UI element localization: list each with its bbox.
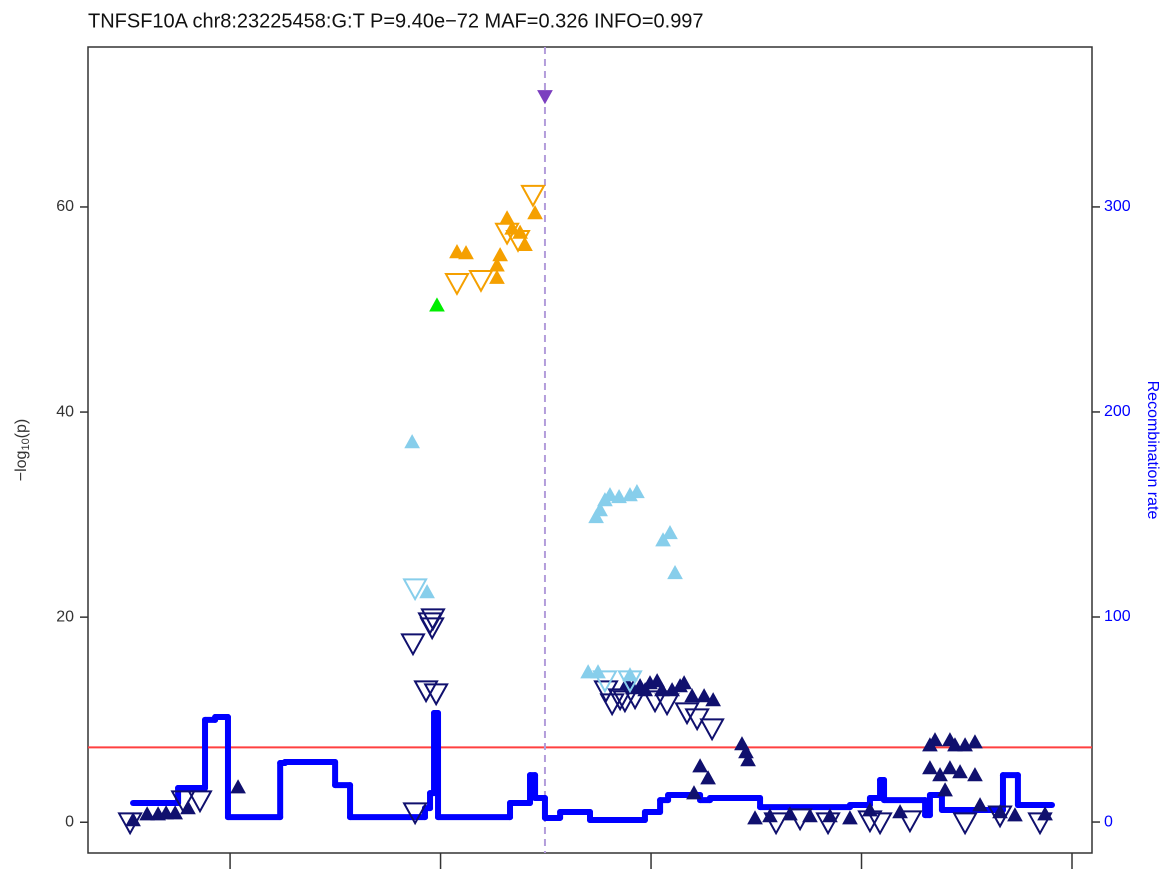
snp-point: [492, 247, 508, 262]
snp-point: [607, 688, 633, 712]
snp-point: [655, 532, 671, 547]
snp-point: [400, 633, 426, 657]
snp-point: [527, 205, 543, 220]
y-axis-title-sub: 10: [20, 438, 32, 450]
y-tick-label: 0: [65, 813, 74, 830]
snp-point: [592, 502, 608, 517]
snp-point: [684, 688, 700, 703]
snp-point: [170, 790, 196, 814]
snp-point: [927, 732, 943, 747]
y-axis-title-after: (p): [13, 419, 30, 439]
snp-point: [458, 245, 474, 260]
snp-point: [580, 664, 596, 679]
snp-point: [674, 702, 700, 726]
snp-point: [1007, 807, 1023, 822]
snp-point: [468, 269, 494, 293]
y-tick-label: 20: [56, 608, 74, 625]
snp-point: [696, 688, 712, 703]
snp-point: [537, 90, 553, 105]
snp-point: [932, 767, 948, 782]
y2-tick-label: 200: [1104, 403, 1131, 420]
snp-point: [420, 608, 446, 632]
snp-point: [617, 670, 643, 694]
snp-point: [952, 764, 968, 779]
snp-point: [692, 758, 708, 773]
snp-point: [987, 805, 1013, 829]
snp-point: [967, 734, 983, 749]
y2-axis-title: Recombination rate: [1144, 381, 1161, 520]
snp-point: [413, 680, 439, 704]
snp-point: [922, 760, 938, 775]
snp-point: [167, 805, 183, 820]
snp-point: [815, 812, 841, 836]
snp-point: [423, 683, 449, 707]
snp-point: [947, 737, 963, 752]
snp-point: [700, 770, 716, 785]
snp-point: [1027, 812, 1053, 836]
y2-tick-label: 300: [1104, 198, 1131, 215]
plot-frame: [87, 46, 1093, 854]
y-tick-label: 40: [56, 403, 74, 420]
snp-point: [867, 812, 893, 836]
snp-point: [705, 692, 721, 707]
snp-point: [740, 752, 756, 767]
snp-point: [842, 810, 858, 825]
y-tick-label: 60: [56, 198, 74, 215]
snp-point: [520, 184, 546, 208]
snp-point: [662, 525, 678, 540]
snp-point: [992, 804, 1008, 819]
snp-point: [942, 760, 958, 775]
snp-point: [139, 806, 155, 821]
snp-point: [444, 273, 470, 296]
snp-point: [429, 297, 445, 312]
snp-point: [967, 767, 983, 782]
snp-point: [787, 808, 813, 832]
snp-point: [629, 484, 645, 499]
y2-tick-label: 100: [1104, 608, 1131, 625]
snp-point: [611, 489, 627, 504]
snp-point: [622, 667, 638, 682]
snp-point: [622, 687, 648, 711]
snp-point: [505, 229, 531, 253]
snp-point: [857, 810, 883, 834]
snp-point: [187, 790, 213, 814]
snp-point: [489, 269, 505, 284]
snp-point: [686, 785, 702, 800]
snp-point: [117, 812, 143, 836]
snp-point: [494, 222, 520, 246]
snp-point: [952, 812, 978, 836]
snp-point: [972, 797, 988, 812]
snp-point: [588, 509, 604, 524]
snp-point: [404, 434, 420, 449]
snp-point: [937, 782, 953, 797]
snp-point: [699, 718, 725, 742]
snp-point: [593, 680, 619, 704]
y-axis-title: −log10(p): [13, 419, 32, 482]
snp-point: [419, 584, 435, 599]
snp-point: [592, 670, 618, 694]
snp-point: [747, 810, 763, 825]
snp-point: [822, 808, 838, 823]
snp-point: [402, 578, 428, 602]
snp-point: [763, 812, 789, 836]
chart-title: TNFSF10A chr8:23225458:G:T P=9.40e−72 MA…: [88, 10, 704, 32]
y2-tick-label: 0: [1104, 813, 1113, 830]
snp-point: [667, 565, 683, 580]
snp-point: [654, 693, 680, 717]
snp-point: [230, 779, 246, 794]
snp-point: [649, 673, 665, 688]
snp-point: [402, 802, 428, 826]
snp-point: [449, 244, 465, 259]
snp-point: [602, 487, 618, 502]
snp-point: [897, 810, 923, 834]
y-axis-title-text: −log: [13, 451, 30, 482]
snp-point: [676, 675, 692, 690]
